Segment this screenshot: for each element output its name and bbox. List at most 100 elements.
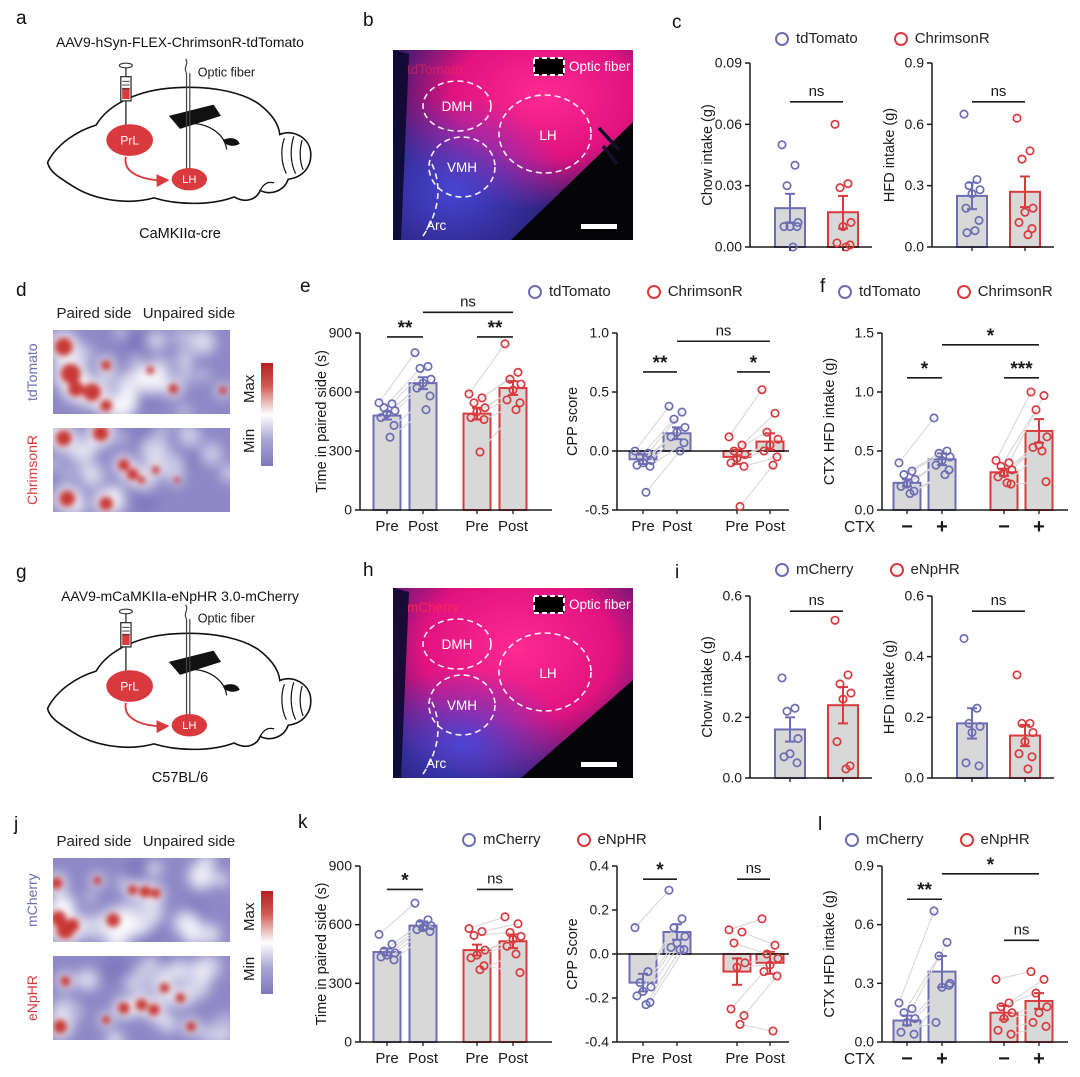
legend-marker-icon xyxy=(576,832,591,847)
svg-text:Arc: Arc xyxy=(426,218,447,233)
bars xyxy=(628,432,785,461)
svg-text:300: 300 xyxy=(329,975,353,991)
panel-letter-c: c xyxy=(672,12,682,33)
legend-item-enphr: eNpHR xyxy=(576,831,647,848)
svg-text:+: + xyxy=(1033,1048,1045,1070)
svg-text:Pre: Pre xyxy=(375,518,398,535)
legend-i: mCherry eNpHR xyxy=(775,561,960,578)
fluorescence-image-h: DMH LH VMH Arc Optic fiber mCherry xyxy=(343,513,693,818)
svg-text:0.0: 0.0 xyxy=(905,239,925,255)
chart-svg-k_cpp: -0.4 -0.2 0.0 0.2 0.4 Pre Post Pre Post * ns CPP Sc… xyxy=(565,858,789,1067)
pair-lines xyxy=(378,343,522,453)
legend-marker-icon xyxy=(775,31,789,46)
svg-text:*: * xyxy=(401,870,409,891)
legend-item-mcherry: mCherry xyxy=(845,831,924,848)
fluorescence-svg: DMH LH VMH Arc Optic fiber tdTomato xyxy=(338,0,708,285)
svg-text:HFD intake (g): HFD intake (g) xyxy=(882,108,898,202)
chart-cpp-score-e: -0.5 0.0 0.5 1.0 Pre Post Pre Post ** * ns CPP scor… xyxy=(563,295,799,567)
bars xyxy=(956,722,1041,780)
data-points xyxy=(959,109,1038,240)
svg-text:0.5: 0.5 xyxy=(590,384,610,400)
svg-text:0.0: 0.0 xyxy=(905,770,925,786)
svg-text:900: 900 xyxy=(329,858,353,874)
data-points xyxy=(777,615,856,774)
svg-text:900: 900 xyxy=(329,325,353,341)
panel-letter-j: j xyxy=(14,814,19,835)
svg-text:0: 0 xyxy=(344,1034,352,1050)
svg-text:ns: ns xyxy=(809,83,825,100)
svg-text:Arc: Arc xyxy=(426,756,447,771)
svg-text:0.5: 0.5 xyxy=(855,443,875,459)
legend-item-enphr: eNpHR xyxy=(889,561,960,578)
data-points xyxy=(959,633,1038,774)
heatmap-colorbar-j xyxy=(261,891,273,994)
legend-item-mcherry: mCherry xyxy=(775,561,854,578)
legend-f: tdTomato ChrimsonR xyxy=(838,283,1053,300)
svg-text:0.4: 0.4 xyxy=(723,648,743,664)
legend-label: eNpHR xyxy=(980,831,1030,848)
heatmap-svg xyxy=(53,428,230,512)
svg-text:0.3: 0.3 xyxy=(855,975,875,991)
legend-c: tdTomato ChrimsonR xyxy=(775,30,990,47)
svg-text:0.03: 0.03 xyxy=(715,177,742,193)
fluorescence-svg: DMH LH VMH Arc Optic fiber mCherry xyxy=(343,513,693,818)
legend-item-chrimsonr: ChrimsonR xyxy=(893,30,990,47)
svg-text:0.4: 0.4 xyxy=(905,648,925,664)
svg-text:Time in paired side (s): Time in paired side (s) xyxy=(314,350,330,493)
svg-text:DMH: DMH xyxy=(442,637,473,652)
svg-text:0.2: 0.2 xyxy=(723,709,743,725)
svg-text:Post: Post xyxy=(498,518,529,535)
heatmap-row-enphr: eNpHR xyxy=(24,975,40,1021)
svg-text:0.0: 0.0 xyxy=(590,443,610,459)
svg-text:CPP Score: CPP Score xyxy=(565,918,581,989)
legend-item-tdtomato: tdTomato xyxy=(528,283,611,300)
legend-marker-icon xyxy=(956,284,971,299)
heatmap-colorbar-d xyxy=(261,363,273,466)
svg-text:*: * xyxy=(750,353,758,374)
chart-chow-intake-c: 0.00 0.03 0.06 0.09 ns Chow intake (g) xyxy=(698,40,881,272)
legend-label: eNpHR xyxy=(597,831,647,848)
pair-lines xyxy=(898,391,1048,494)
svg-text:-0.5: -0.5 xyxy=(585,502,609,518)
svg-text:Time in paired side (s): Time in paired side (s) xyxy=(314,883,330,1026)
panel-letter-i: i xyxy=(675,562,680,583)
svg-text:0.09: 0.09 xyxy=(715,55,742,71)
mouse-line-g: C57BL/6 xyxy=(151,770,209,786)
colorbar-min-label-j: Min xyxy=(241,956,258,982)
svg-text:Post: Post xyxy=(408,1050,439,1067)
heatmap-svg xyxy=(53,956,230,1040)
svg-text:ns: ns xyxy=(746,860,762,877)
svg-text:*: * xyxy=(987,855,995,876)
svg-text:***: *** xyxy=(1010,359,1033,380)
svg-text:CTX HFD intake (g): CTX HFD intake (g) xyxy=(822,358,838,485)
svg-text:−: − xyxy=(998,1048,1010,1070)
heatmap-mcherry xyxy=(53,858,230,942)
brain-diagram-a: Optic fiber PrL LH xyxy=(40,58,320,224)
significance: * ns xyxy=(643,860,770,881)
svg-text:0.6: 0.6 xyxy=(905,588,925,604)
svg-text:CTX: CTX xyxy=(844,519,876,536)
brain-svg: Optic fiber PrL LH xyxy=(46,58,312,205)
svg-text:ns: ns xyxy=(991,592,1007,609)
svg-text:1.0: 1.0 xyxy=(590,325,610,341)
svg-text:0.0: 0.0 xyxy=(855,502,875,518)
legend-label: mCherry xyxy=(866,831,924,848)
legend-marker-icon xyxy=(775,562,789,577)
svg-text:Post: Post xyxy=(755,518,786,535)
chart-ctx-hfd-intake-l: 0.0 0.3 0.6 0.9 − + − + CTX ** ns * CTX HFD intake (… xyxy=(820,823,1076,1077)
svg-text:600: 600 xyxy=(329,384,353,400)
svg-text:300: 300 xyxy=(329,443,353,459)
svg-text:600: 600 xyxy=(329,916,353,932)
svg-text:Pre: Pre xyxy=(465,1050,488,1067)
svg-text:PrL: PrL xyxy=(120,134,139,148)
virus-title-g: AAV9-mCaMKIIa-eNpHR 3.0-mCherry xyxy=(61,588,299,604)
svg-text:**: ** xyxy=(653,353,668,374)
legend-marker-icon xyxy=(889,562,904,577)
error-bars xyxy=(638,923,775,993)
significance: * ns xyxy=(387,870,513,891)
chart-svg-c_hfd: 0.0 0.3 0.6 0.9 ns HFD intake (g) xyxy=(882,55,1054,255)
heatmap-col-paired-j: Paired side xyxy=(56,833,132,850)
svg-text:Pre: Pre xyxy=(631,518,654,535)
significance: ** *ns xyxy=(643,322,770,374)
